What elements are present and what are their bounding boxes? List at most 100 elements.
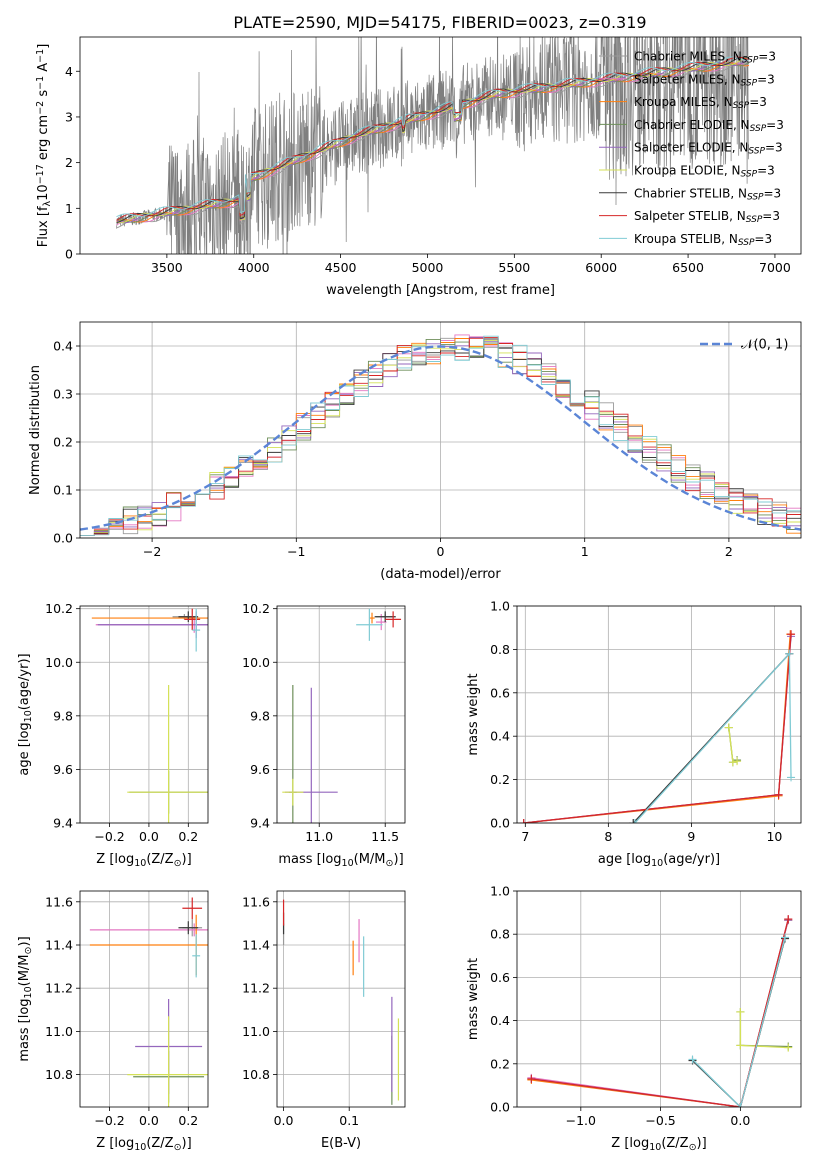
y-tick-label: 10.8 bbox=[45, 1067, 73, 1082]
mass-weight-marker bbox=[785, 649, 794, 658]
gaussian-curve bbox=[80, 345, 801, 531]
y-tick-label: 0.4 bbox=[490, 1013, 510, 1028]
x-tick-label: 5500 bbox=[498, 260, 530, 275]
axes-age_vs_z: −0.2 0.0 0.2 9.4 9.6 9.8 10.0 10.2 Z [log10(Z/Z⊙… bbox=[17, 601, 209, 869]
errorbar-point bbox=[89, 923, 208, 937]
y-tick-label: 10.8 bbox=[242, 1067, 270, 1082]
axes-frame bbox=[516, 890, 802, 1108]
legend-entry: Kroupa ELODIE, NSSP=3 bbox=[634, 164, 775, 180]
errorbar-point bbox=[178, 611, 199, 623]
model-spectrum-line bbox=[116, 56, 749, 218]
x-tick-label: 3500 bbox=[151, 260, 183, 275]
plot-area-mass_vs_ebv bbox=[282, 899, 400, 1105]
y-tick-label: 0.4 bbox=[53, 339, 73, 354]
y-tick-label: 0.8 bbox=[490, 927, 510, 942]
x-tick-label: 0.0 bbox=[139, 1113, 159, 1128]
plot-area-weight_vs_age bbox=[519, 630, 796, 823]
panel-mass_vs_ebv: 0.0 0.1 10.8 11.0 11.2 11.4 11.6 E(B-V) bbox=[242, 890, 406, 1151]
panel-weight_vs_age: 7 8 9 10 0.0 0.2 0.4 0.6 0.8 1.0 age [log10(age/yr… bbox=[466, 599, 802, 869]
x-tick-label: −1 bbox=[287, 544, 305, 559]
axes-frame bbox=[276, 890, 406, 1108]
y-axis-label: mass [log10(M/M⊙)] bbox=[17, 936, 34, 1061]
panel-mass_vs_z: −0.2 0.0 0.2 10.8 11.0 11.2 11.4 11.6 Z [log10(Z… bbox=[17, 890, 209, 1153]
x-tick-label: 0.1 bbox=[339, 1113, 359, 1128]
mass-weight-marker bbox=[784, 915, 793, 924]
y-tick-label: 11.4 bbox=[242, 938, 270, 953]
axes-residuals: −2 −1 0 1 2 0.0 0.1 0.2 0.3 0.4 𝒩(0, 1) (data-model… bbox=[28, 321, 802, 582]
mass-weight-line bbox=[692, 938, 786, 1107]
axes-weight_vs_z: −1.0 −0.5 0.0 0.0 0.2 0.4 0.6 0.8 1.0 Z [log10(Z/… bbox=[466, 884, 802, 1153]
residual-histogram bbox=[80, 335, 801, 537]
x-tick-label: 7 bbox=[521, 829, 529, 844]
x-tick-label: 0.2 bbox=[178, 1113, 198, 1128]
mass-weight-line bbox=[531, 918, 789, 1107]
y-tick-label: 10.2 bbox=[242, 601, 270, 616]
x-tick-label: 6000 bbox=[585, 260, 617, 275]
y-tick-label: 1 bbox=[65, 201, 73, 216]
x-axis-label: E(B-V) bbox=[321, 1136, 361, 1151]
y-tick-label: 1.0 bbox=[490, 884, 510, 899]
model-spectrum-line bbox=[116, 56, 750, 221]
y-tick-label: 0.2 bbox=[490, 772, 510, 787]
mass-weight-line bbox=[531, 920, 789, 1107]
y-tick-label: 11.6 bbox=[45, 894, 73, 909]
y-tick-label: 0.3 bbox=[53, 387, 73, 402]
x-tick-label: 10 bbox=[766, 829, 782, 844]
observed-spectrum-line bbox=[116, 37, 750, 254]
y-tick-label: 0.2 bbox=[490, 1056, 510, 1071]
mass-weight-line bbox=[692, 937, 786, 1107]
x-tick-label: 8 bbox=[604, 829, 612, 844]
x-axis-label: Z [log10(Z/Z⊙)] bbox=[96, 852, 191, 869]
y-tick-label: 11.2 bbox=[45, 981, 73, 996]
mass-weight-marker bbox=[728, 758, 737, 767]
panel-weight_vs_z: −1.0 −0.5 0.0 0.0 0.2 0.4 0.6 0.8 1.0 Z [log10(Z/… bbox=[466, 884, 802, 1153]
x-axis-label: wavelength [Angstrom, rest frame] bbox=[326, 283, 555, 298]
x-tick-label: 5000 bbox=[412, 260, 444, 275]
y-tick-label: 9.6 bbox=[53, 762, 73, 777]
x-tick-label: −1.0 bbox=[566, 1113, 596, 1128]
x-tick-label: 0.0 bbox=[730, 1113, 750, 1128]
mass-weight-line bbox=[523, 636, 792, 823]
plot-area-spectrum bbox=[116, 37, 750, 254]
y-tick-label: 2 bbox=[65, 155, 73, 170]
grid-mass_vs_ebv bbox=[277, 891, 405, 1107]
plot-area-age_vs_z bbox=[91, 608, 208, 823]
y-tick-label: 11.0 bbox=[45, 1024, 73, 1039]
mass-weight-line bbox=[728, 727, 738, 764]
errorbar-point bbox=[184, 608, 201, 631]
mass-weight-marker bbox=[787, 773, 796, 782]
errorbar-point bbox=[385, 611, 402, 628]
axes-age_vs_mass: 11.0 11.5 9.4 9.6 9.8 10.0 10.2 mass [log10(M/M… bbox=[242, 601, 406, 869]
mass-weight-marker bbox=[781, 933, 790, 942]
x-tick-label: 6500 bbox=[672, 260, 704, 275]
x-axis-label: Z [log10(Z/Z⊙)] bbox=[96, 1136, 191, 1153]
errorbar-point bbox=[127, 685, 208, 823]
axes-spectrum: 3500 4000 4500 5000 5500 6000 6500 7000 0 1 2 3 4 Cha… bbox=[35, 36, 802, 298]
x-tick-label: 2 bbox=[725, 544, 733, 559]
y-tick-label: 0.0 bbox=[490, 816, 510, 831]
y-tick-label: 0.6 bbox=[490, 685, 510, 700]
panel-residuals: −2 −1 0 1 2 0.0 0.1 0.2 0.3 0.4 𝒩(0, 1) (data-model… bbox=[28, 321, 802, 582]
errorbar-point bbox=[192, 608, 201, 652]
y-tick-label: 10.0 bbox=[45, 655, 73, 670]
legend-entry: Chabrier ELODIE, NSSP=3 bbox=[634, 118, 784, 134]
grid-weight_vs_z bbox=[517, 890, 801, 1108]
y-tick-label: 0.8 bbox=[490, 642, 510, 657]
mass-weight-line bbox=[523, 634, 792, 823]
plot-area-age_vs_mass bbox=[282, 608, 402, 823]
errorbar-point bbox=[182, 897, 203, 920]
mass-weight-marker bbox=[784, 1043, 793, 1052]
x-tick-label: 0.2 bbox=[178, 829, 198, 844]
axes-frame bbox=[516, 605, 802, 824]
x-axis-label: mass [log10(M/M⊙)] bbox=[278, 852, 403, 869]
panel-age_vs_mass: 11.0 11.5 9.4 9.6 9.8 10.0 10.2 mass [log10(M/M… bbox=[242, 601, 406, 869]
mass-weight-marker bbox=[774, 790, 783, 799]
axes-frame bbox=[79, 890, 209, 1108]
errorbar-point bbox=[356, 608, 383, 641]
y-tick-label: 0.0 bbox=[53, 531, 73, 546]
mass-weight-line bbox=[531, 920, 789, 1107]
y-tick-label: 0.1 bbox=[53, 483, 73, 498]
y-tick-label: 11.4 bbox=[45, 938, 73, 953]
x-tick-label: 4500 bbox=[325, 260, 357, 275]
